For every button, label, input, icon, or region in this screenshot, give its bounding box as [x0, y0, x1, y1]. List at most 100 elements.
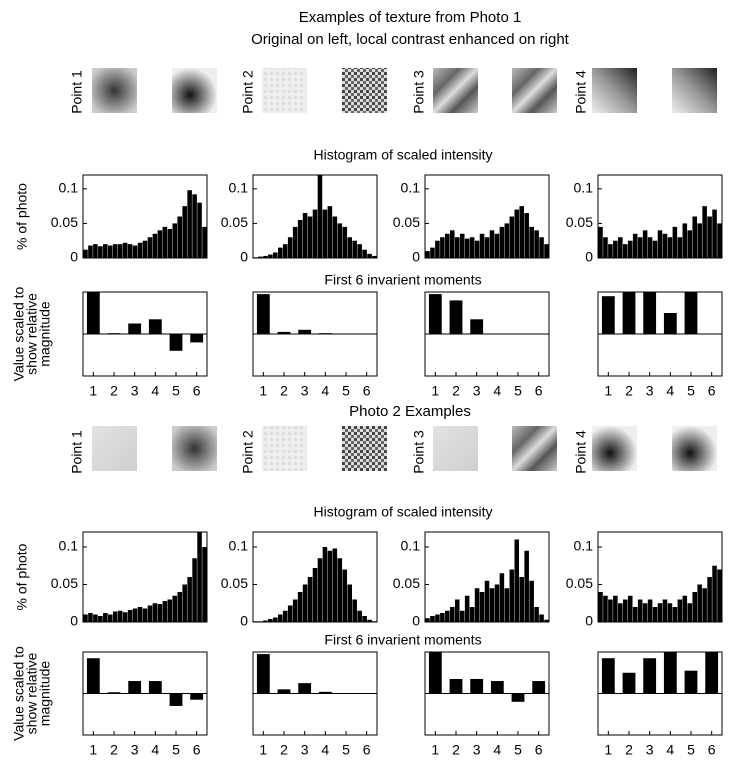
x-tick-label: 2: [110, 383, 118, 399]
point-label: Point 1: [69, 430, 85, 474]
bar: [697, 584, 702, 622]
bar: [440, 237, 445, 258]
bar: [667, 603, 673, 622]
bar: [459, 233, 465, 258]
bar: [663, 313, 677, 334]
x-tick-label: 5: [172, 742, 180, 758]
x-tick-label: 1: [604, 383, 612, 399]
bar: [479, 233, 485, 258]
bar: [327, 206, 333, 258]
y-axis-label: Value scaled to: [11, 286, 27, 381]
bar: [169, 334, 183, 351]
bar: [470, 319, 484, 334]
bar: [162, 601, 168, 622]
bar: [197, 532, 202, 622]
y-axis-label: show relative: [24, 293, 40, 375]
bar: [627, 240, 633, 258]
x-tick-label: 4: [321, 742, 329, 758]
bar: [317, 175, 323, 258]
y-tick-label: 0.1: [574, 538, 594, 554]
bar: [177, 592, 183, 622]
bar: [162, 226, 168, 258]
bar: [499, 226, 505, 258]
texture-image: [592, 426, 637, 471]
bar: [137, 242, 143, 258]
bar: [298, 329, 312, 334]
bar: [672, 226, 678, 258]
bar: [445, 610, 450, 622]
bar: [117, 610, 123, 622]
x-tick-label: 5: [342, 383, 350, 399]
bar: [618, 237, 623, 258]
bar: [449, 300, 463, 334]
bar: [511, 693, 525, 702]
point-label: Point 3: [411, 430, 427, 474]
bar: [601, 296, 615, 334]
y-axis-label: show relative: [24, 652, 40, 734]
bar: [256, 654, 270, 694]
y-tick-label: 0: [70, 613, 78, 629]
bar: [337, 223, 343, 258]
bar: [132, 245, 138, 258]
x-tick-label: 3: [646, 383, 654, 399]
y-tick-label: 0.05: [393, 214, 420, 230]
x-tick-label: 6: [535, 742, 543, 758]
bar: [677, 599, 683, 622]
texture-image: [172, 426, 217, 471]
bar: [86, 658, 100, 694]
y-tick-label: 0.1: [229, 538, 249, 554]
bar: [687, 603, 693, 622]
x-tick-label: 3: [301, 742, 309, 758]
bar: [702, 588, 707, 622]
x-tick-label: 5: [514, 383, 522, 399]
bar: [318, 691, 332, 694]
bar: [263, 620, 268, 622]
axes-frame: [597, 531, 723, 623]
x-tick-label: 5: [687, 742, 695, 758]
bar: [435, 614, 440, 622]
section-title: Photo 2 Examples: [349, 403, 471, 420]
bar: [489, 588, 495, 622]
bar: [202, 226, 207, 258]
bar: [642, 230, 648, 258]
bar: [127, 244, 133, 258]
x-tick-label: 1: [259, 742, 267, 758]
axes-frame: [424, 174, 550, 259]
bar: [524, 550, 529, 622]
bar: [256, 294, 270, 334]
bar: [147, 237, 153, 258]
bar: [652, 607, 658, 622]
x-tick-label: 4: [321, 383, 329, 399]
bar: [337, 558, 343, 622]
bar: [524, 213, 529, 258]
bar: [268, 619, 273, 622]
bar: [632, 607, 638, 622]
bar: [449, 230, 455, 258]
bar: [514, 539, 520, 622]
y-tick-label: 0.1: [401, 180, 421, 196]
y-tick-label: 0: [240, 613, 248, 629]
texture-image: [92, 426, 137, 471]
x-tick-label: 5: [514, 742, 522, 758]
texture-image: [92, 68, 137, 113]
bar: [282, 244, 288, 258]
y-tick-label: 0.1: [229, 180, 249, 196]
bar: [682, 223, 688, 258]
bar: [98, 246, 103, 258]
bar: [167, 599, 173, 622]
y-axis-label: magnitude: [37, 301, 53, 367]
bar: [298, 683, 312, 694]
bar: [297, 592, 303, 622]
bar: [152, 603, 158, 622]
bar: [282, 610, 288, 622]
bar: [297, 219, 303, 258]
y-axis-label: Value scaled to: [11, 646, 27, 741]
bar: [474, 240, 480, 258]
axes-frame: [252, 291, 378, 377]
texture-image: [342, 426, 387, 471]
bar: [534, 230, 539, 258]
bar: [132, 608, 138, 622]
y-tick-label: 0.05: [393, 575, 420, 591]
bar: [367, 619, 372, 622]
